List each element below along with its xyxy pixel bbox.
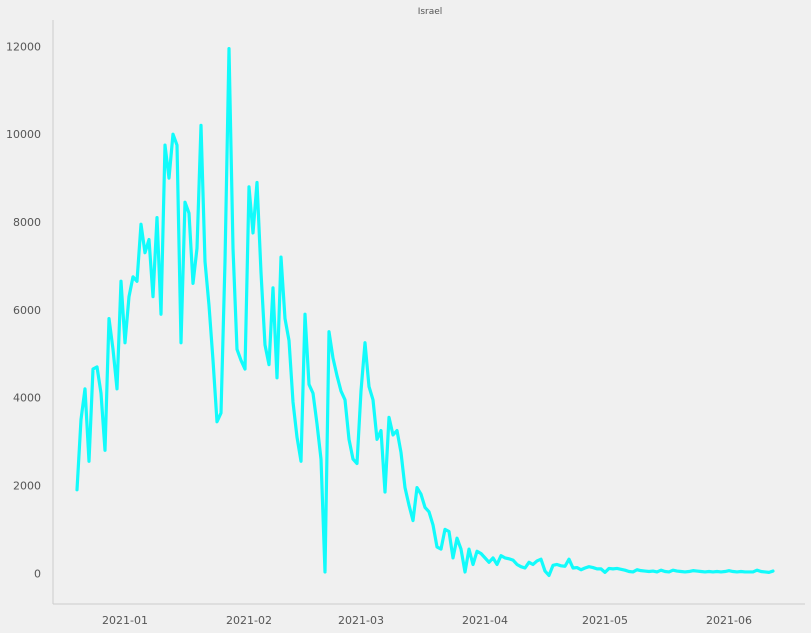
x-tick-label: 2021-06 (706, 614, 752, 627)
y-tick-label: 10000 (6, 128, 41, 141)
y-tick-label: 6000 (13, 304, 41, 317)
y-tick-label: 2000 (13, 479, 41, 492)
y-tick-label: 0 (34, 567, 41, 580)
x-tick-label: 2021-01 (102, 614, 148, 627)
series-group (75, 46, 775, 578)
x-tick-labels: 2021-01 2021-02 2021-03 2021-04 2021-05 2021-… (102, 614, 752, 627)
y-tick-labels: 0 2000 4000 6000 8000 10000 12000 (6, 40, 41, 580)
series-line (75, 46, 775, 578)
y-tick-label: 4000 (13, 392, 41, 405)
x-tick-label: 2021-02 (226, 614, 272, 627)
x-tick-label: 2021-05 (582, 614, 628, 627)
x-tick-label: 2021-04 (462, 614, 508, 627)
y-tick-label: 8000 (13, 216, 41, 229)
y-tick-label: 12000 (6, 40, 41, 53)
x-tick-label: 2021-03 (338, 614, 384, 627)
chart-title: Israel (418, 7, 443, 17)
